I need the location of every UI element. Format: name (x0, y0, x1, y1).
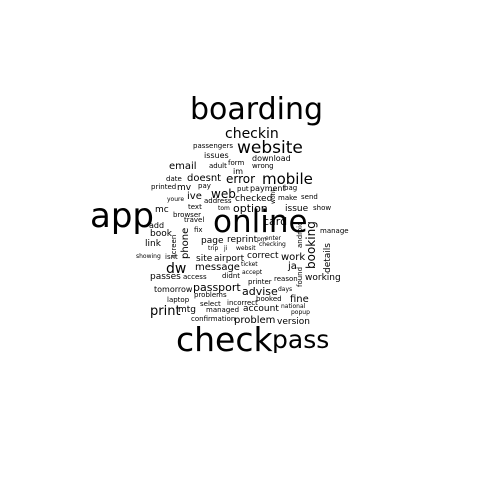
word: working (305, 274, 341, 283)
word: screen (171, 235, 178, 258)
word: passengers (193, 143, 233, 150)
word: send (301, 194, 318, 201)
word: make (278, 195, 297, 202)
word: mc (155, 206, 169, 215)
word: managed (206, 307, 239, 314)
word: pm (257, 237, 267, 243)
word: passes (150, 273, 181, 282)
word: form (228, 160, 244, 167)
word: mtg (178, 306, 196, 315)
word: reprint (227, 236, 257, 245)
word: check (176, 323, 273, 356)
word: accept (242, 270, 262, 276)
word: online (213, 207, 308, 238)
word: text (188, 204, 202, 211)
word: email (169, 162, 197, 172)
word: trip (208, 246, 218, 252)
word: date (166, 176, 182, 183)
word: wrong (252, 163, 274, 170)
word: found (297, 267, 304, 287)
word: app (90, 199, 154, 233)
word: put (237, 186, 249, 193)
word: pass (272, 327, 329, 352)
word: details (324, 243, 333, 273)
word: bag (284, 185, 297, 192)
word: web (211, 188, 236, 200)
word: popup (291, 310, 310, 316)
word: websit (236, 246, 256, 252)
word: access (183, 274, 207, 281)
word: days (278, 287, 292, 293)
word: showing (136, 254, 161, 260)
word: pay (198, 183, 211, 190)
word: travel (184, 217, 204, 224)
word: fix (194, 227, 203, 234)
word: reason (274, 276, 298, 283)
word: link (145, 240, 161, 249)
word: android (297, 221, 304, 248)
word: print (150, 305, 181, 318)
word: youre (167, 197, 184, 203)
word: issues (204, 152, 229, 160)
word: book (150, 230, 172, 239)
word: problems (194, 292, 227, 299)
word: wont (271, 189, 277, 204)
word: ticket (241, 262, 258, 268)
word: phone (181, 228, 191, 259)
word: ji (224, 246, 227, 252)
word: ive (187, 192, 202, 202)
word: correct (247, 252, 279, 261)
word: didnt (222, 273, 240, 280)
word: manage (320, 228, 349, 235)
word: account (243, 305, 279, 314)
word: booked (256, 296, 282, 303)
word: booking (305, 221, 317, 269)
word: laptop (167, 297, 189, 304)
word: payment (250, 185, 286, 193)
word: tomorrow (154, 286, 192, 294)
word: boarding (190, 95, 323, 125)
word: printed (151, 184, 176, 191)
word: adult (209, 163, 227, 170)
word: show (313, 205, 331, 212)
